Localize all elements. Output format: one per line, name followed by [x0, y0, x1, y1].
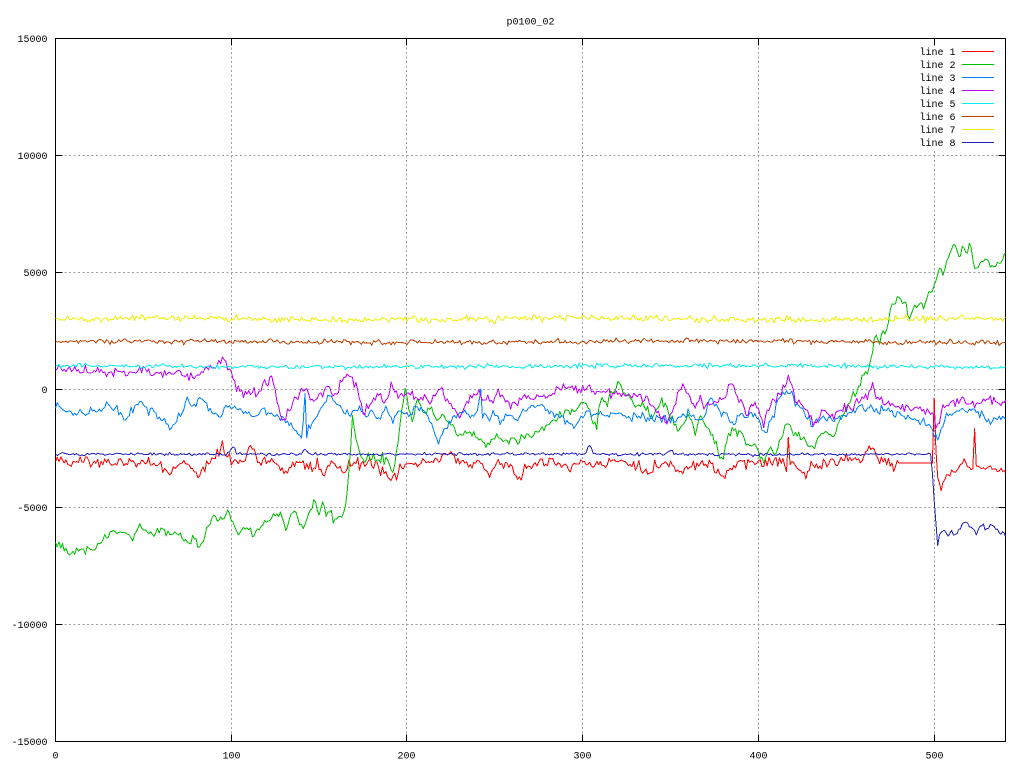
svg-text:line 2: line 2 — [919, 60, 955, 72]
svg-text:line 1: line 1 — [919, 47, 955, 59]
svg-text:line 5: line 5 — [919, 99, 955, 111]
svg-text:line 8: line 8 — [919, 138, 955, 150]
svg-text:line 3: line 3 — [919, 73, 955, 85]
svg-text:500: 500 — [925, 752, 943, 763]
svg-text:15000: 15000 — [17, 35, 47, 46]
svg-text:100: 100 — [222, 752, 240, 763]
svg-text:-10000: -10000 — [11, 621, 47, 632]
svg-text:line 7: line 7 — [919, 125, 955, 137]
svg-text:10000: 10000 — [17, 152, 47, 163]
svg-text:400: 400 — [749, 752, 767, 763]
svg-text:-5000: -5000 — [17, 504, 47, 515]
svg-text:0: 0 — [52, 752, 58, 763]
svg-text:line 4: line 4 — [919, 86, 955, 98]
svg-text:line 6: line 6 — [919, 112, 955, 124]
svg-text:300: 300 — [573, 752, 591, 763]
svg-text:-15000: -15000 — [11, 738, 47, 749]
svg-text:200: 200 — [397, 752, 415, 763]
svg-text:0: 0 — [41, 386, 47, 397]
svg-text:5000: 5000 — [23, 269, 47, 280]
svg-text:p0100_02: p0100_02 — [506, 18, 554, 29]
